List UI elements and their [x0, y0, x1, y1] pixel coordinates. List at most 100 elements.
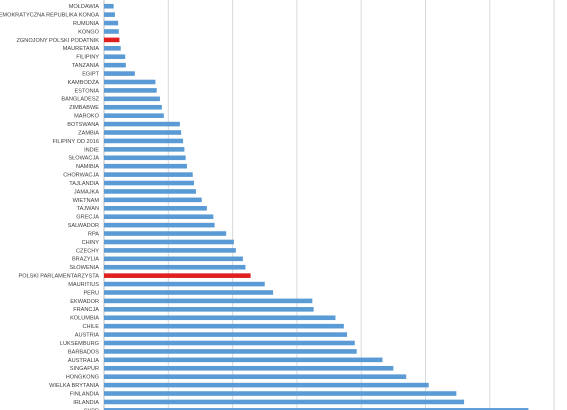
bar — [104, 163, 187, 169]
bar — [104, 88, 157, 93]
category-label: CHORWACJA — [63, 173, 99, 179]
category-label: SŁOWENIA — [69, 265, 99, 271]
category-label: KAMBODŻA — [68, 79, 100, 86]
category-label: BANGLADESZ — [61, 97, 99, 103]
bar — [104, 307, 314, 312]
category-label: CHILE — [83, 324, 100, 330]
category-label: TAJLANDIA — [69, 181, 99, 187]
category-label: JAMAJKA — [74, 189, 99, 195]
category-label: TAJWAN — [77, 206, 99, 212]
category-label: FINLANDIA — [70, 391, 99, 397]
category-label: POLSKI PARLAMENTARZYSTA — [18, 274, 99, 280]
category-label: ZIMBABWE — [69, 105, 99, 111]
category-label: NAMIBIA — [76, 164, 99, 170]
bar — [104, 113, 164, 118]
category-label: HONGKONG — [66, 375, 99, 381]
category-label: FRANCJA — [73, 307, 99, 313]
bar — [104, 408, 529, 410]
bar — [104, 248, 236, 253]
bar — [104, 155, 186, 161]
bar — [104, 71, 135, 76]
bar — [104, 340, 355, 346]
bar — [104, 29, 119, 34]
category-label: GRECJA — [76, 215, 99, 221]
category-label: BARBADOS — [68, 349, 99, 355]
bar — [104, 172, 193, 177]
category-label: WIETNAM — [73, 198, 100, 204]
category-label: LUKSEMBURG — [60, 341, 99, 347]
category-label: KOLUMBIA — [70, 316, 99, 322]
bar — [104, 256, 243, 262]
category-labels: MOŁDAWIA DEMOKRATYCZNA REPUBLIKA KONGA RUM… — [0, 4, 100, 410]
category-label: BRAZYLIA — [72, 257, 99, 263]
category-label: SŁOWACJA — [68, 156, 99, 162]
bar — [104, 298, 313, 304]
bar — [104, 62, 126, 68]
category-label: FILIPINY — [76, 55, 99, 61]
bar — [104, 281, 265, 287]
category-label: BOTSWANA — [67, 122, 99, 128]
bar — [104, 222, 215, 228]
bars — [104, 3, 529, 410]
bar — [104, 231, 227, 236]
category-label: MAROKO — [74, 114, 100, 120]
category-label: SALWADOR — [68, 223, 99, 229]
bar — [104, 147, 185, 152]
category-label: MOŁDAWIA — [69, 4, 100, 10]
bar — [104, 264, 246, 270]
bar — [104, 20, 119, 26]
bar — [104, 214, 214, 220]
bar-highlighted — [104, 273, 251, 278]
bar — [104, 357, 383, 363]
bar — [104, 12, 115, 17]
category-label: WIELKA BRYTANIA — [49, 383, 99, 389]
category-label: PERU — [83, 290, 99, 296]
category-label: KONGO — [78, 29, 99, 35]
bar — [104, 239, 234, 245]
category-label: SINGAPUR — [70, 366, 99, 372]
bar — [104, 189, 196, 194]
category-label: EGIPT — [82, 71, 99, 77]
bar — [104, 399, 465, 405]
gridlines — [103, 0, 555, 410]
category-label: INDIE — [84, 147, 99, 153]
bar — [104, 3, 114, 9]
category-label: CHINY — [82, 240, 100, 246]
category-label: AUSTRALIA — [68, 358, 99, 364]
bar — [104, 54, 126, 60]
bar — [104, 349, 357, 354]
bar — [104, 391, 457, 396]
bar — [104, 332, 348, 337]
category-label: MAURETANIA — [63, 46, 100, 52]
category-label: CYPR — [83, 408, 99, 410]
category-label: ZAMBIA — [78, 130, 99, 136]
bar — [104, 290, 274, 295]
category-label: IRLANDIA — [73, 400, 99, 406]
bar — [104, 205, 207, 211]
bar — [104, 96, 160, 102]
bar — [104, 315, 336, 321]
bar — [104, 130, 182, 135]
category-label: RPA — [88, 231, 99, 237]
category-label: MAURITIUS — [68, 282, 99, 288]
bar — [104, 382, 429, 388]
bar — [104, 180, 195, 186]
bar — [104, 104, 162, 110]
bar — [104, 374, 407, 379]
category-label: DEMOKRATYCZNA REPUBLIKA KONGA — [0, 13, 99, 19]
category-label: TANZANIA — [72, 63, 100, 69]
category-label: CZECHY — [76, 248, 99, 254]
bar — [104, 197, 202, 203]
bar — [104, 323, 344, 329]
bar — [104, 79, 156, 85]
bar — [104, 121, 180, 127]
category-label: RUMUNIA — [73, 21, 99, 27]
category-label: ESTONIA — [75, 88, 100, 94]
bar — [104, 138, 184, 144]
category-label: FILIPINY OD 2016 — [52, 139, 99, 145]
category-label: EKWADOR — [70, 299, 99, 305]
category-label: AUSTRIA — [75, 332, 100, 338]
bar — [104, 46, 121, 51]
bar — [104, 365, 394, 371]
